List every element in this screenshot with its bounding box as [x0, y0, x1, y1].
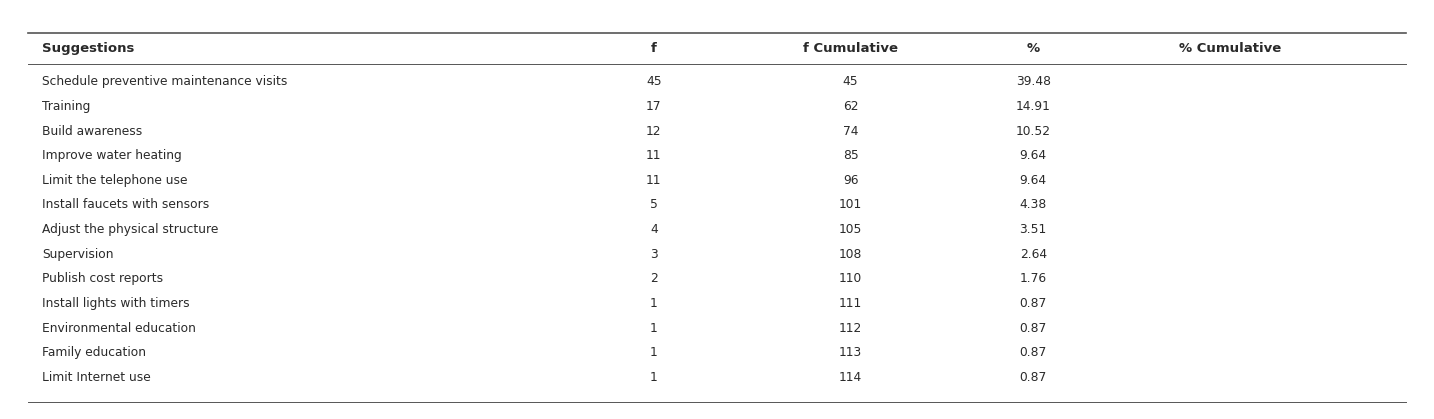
- Text: 39.48: 39.48: [1015, 75, 1051, 88]
- Text: 11: 11: [645, 174, 661, 187]
- Text: 1: 1: [650, 322, 658, 335]
- Text: 17: 17: [645, 100, 661, 113]
- Text: 5: 5: [650, 199, 658, 212]
- Text: Build awareness: Build awareness: [43, 124, 143, 137]
- Text: 14.91: 14.91: [1015, 100, 1051, 113]
- Text: 9.64: 9.64: [1020, 174, 1047, 187]
- Text: 4: 4: [650, 223, 658, 236]
- Text: 1: 1: [650, 297, 658, 310]
- Text: 1.76: 1.76: [1020, 272, 1047, 285]
- Text: 3: 3: [650, 248, 658, 261]
- Text: % Cumulative: % Cumulative: [1179, 41, 1281, 54]
- Text: f Cumulative: f Cumulative: [803, 41, 898, 54]
- Text: 114: 114: [839, 371, 862, 384]
- Text: Limit the telephone use: Limit the telephone use: [43, 174, 188, 187]
- Text: 105: 105: [839, 223, 862, 236]
- Text: Adjust the physical structure: Adjust the physical structure: [43, 223, 219, 236]
- Text: 85: 85: [843, 149, 859, 162]
- Text: 62: 62: [843, 100, 859, 113]
- Text: 0.87: 0.87: [1020, 371, 1047, 384]
- Text: 10.52: 10.52: [1015, 124, 1051, 137]
- Text: 2: 2: [650, 272, 658, 285]
- Text: Family education: Family education: [43, 347, 146, 360]
- Text: Install faucets with sensors: Install faucets with sensors: [43, 199, 209, 212]
- Text: f: f: [651, 41, 657, 54]
- Text: Schedule preventive maintenance visits: Schedule preventive maintenance visits: [43, 75, 288, 88]
- Text: Supervision: Supervision: [43, 248, 113, 261]
- Text: 1: 1: [650, 347, 658, 360]
- Text: 101: 101: [839, 199, 862, 212]
- Text: 112: 112: [839, 322, 862, 335]
- Text: 110: 110: [839, 272, 862, 285]
- Text: 0.87: 0.87: [1020, 297, 1047, 310]
- Text: 45: 45: [645, 75, 661, 88]
- Text: 2.64: 2.64: [1020, 248, 1047, 261]
- Text: Training: Training: [43, 100, 90, 113]
- Text: Publish cost reports: Publish cost reports: [43, 272, 163, 285]
- Text: 113: 113: [839, 347, 862, 360]
- Text: 0.87: 0.87: [1020, 347, 1047, 360]
- Text: 4.38: 4.38: [1020, 199, 1047, 212]
- Text: Limit Internet use: Limit Internet use: [43, 371, 151, 384]
- Text: 111: 111: [839, 297, 862, 310]
- Text: 3.51: 3.51: [1020, 223, 1047, 236]
- Text: 1: 1: [650, 371, 658, 384]
- Text: Improve water heating: Improve water heating: [43, 149, 182, 162]
- Text: Install lights with timers: Install lights with timers: [43, 297, 191, 310]
- Text: 12: 12: [645, 124, 661, 137]
- Text: Suggestions: Suggestions: [43, 41, 135, 54]
- Text: 45: 45: [843, 75, 859, 88]
- Text: 11: 11: [645, 149, 661, 162]
- Text: 0.87: 0.87: [1020, 322, 1047, 335]
- Text: 96: 96: [843, 174, 859, 187]
- Text: Environmental education: Environmental education: [43, 322, 196, 335]
- Text: %: %: [1027, 41, 1040, 54]
- Text: 9.64: 9.64: [1020, 149, 1047, 162]
- Text: 74: 74: [843, 124, 859, 137]
- Text: 108: 108: [839, 248, 862, 261]
